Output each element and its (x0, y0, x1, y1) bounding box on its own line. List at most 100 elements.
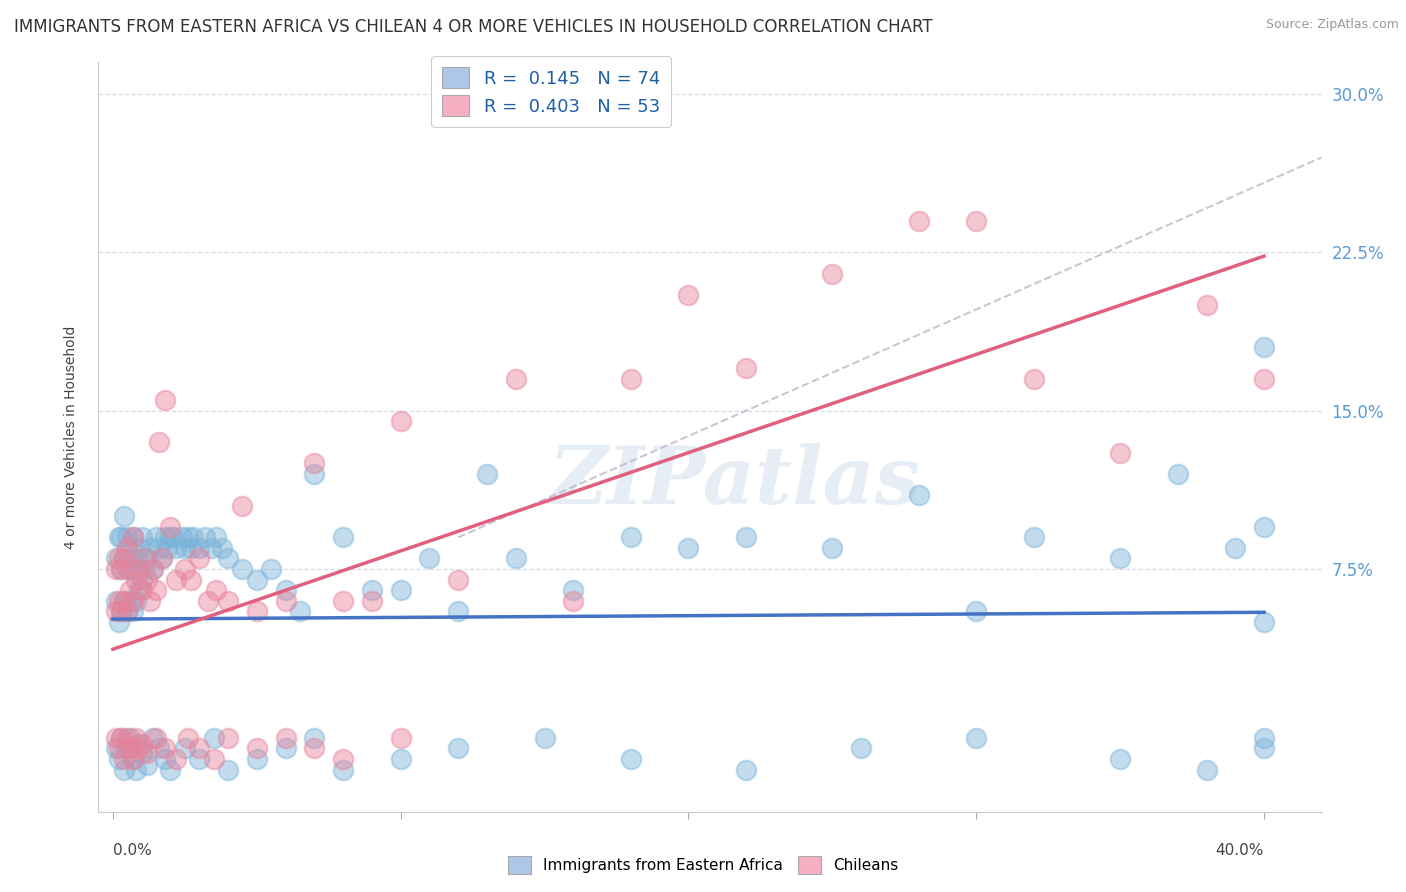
Point (128, 583, 150, 598)
Point (183, 530, 205, 544)
Point (148, 541, 170, 555)
Point (134, 562, 156, 576)
Point (194, 530, 217, 544)
Point (122, 752, 145, 766)
Point (246, 741, 269, 756)
Point (1253, 615, 1275, 629)
Point (1022, 372, 1045, 386)
Point (104, 562, 127, 576)
Point (231, 562, 253, 576)
Point (231, 499, 253, 513)
Point (145, 731, 167, 745)
Point (128, 737, 150, 751)
Point (136, 573, 159, 587)
Point (107, 551, 129, 566)
Point (389, 731, 412, 745)
Point (110, 530, 132, 544)
Point (389, 414, 412, 428)
Point (110, 731, 132, 745)
Point (142, 731, 165, 745)
Point (139, 593, 162, 607)
Point (1253, 731, 1275, 745)
Point (125, 593, 148, 607)
Point (165, 752, 187, 766)
Point (200, 541, 222, 555)
Point (115, 541, 138, 555)
Point (112, 551, 135, 566)
Point (678, 287, 700, 301)
Point (159, 530, 181, 544)
Point (150, 551, 173, 566)
Point (128, 741, 150, 756)
Point (112, 763, 135, 777)
Point (246, 752, 269, 766)
Point (188, 551, 211, 566)
Point (122, 593, 145, 607)
Point (110, 604, 132, 618)
Y-axis label: 4 or more Vehicles in Household: 4 or more Vehicles in Household (63, 326, 77, 549)
Point (122, 562, 145, 576)
Point (1109, 752, 1132, 766)
Point (1253, 340, 1275, 354)
Point (115, 741, 138, 756)
Point (136, 758, 159, 772)
Point (217, 593, 239, 607)
Point (122, 752, 145, 766)
Point (131, 737, 153, 751)
Point (104, 593, 127, 607)
Point (120, 562, 142, 576)
Point (173, 741, 195, 756)
Point (142, 562, 165, 576)
Text: ZIPatlas: ZIPatlas (548, 443, 921, 521)
Point (107, 741, 129, 756)
Point (447, 573, 470, 587)
Point (849, 741, 872, 756)
Point (562, 583, 585, 598)
Point (475, 467, 498, 481)
Legend: Immigrants from Eastern Africa, Chileans: Immigrants from Eastern Africa, Chileans (502, 850, 904, 880)
Point (128, 562, 150, 576)
Point (153, 393, 176, 408)
Point (173, 541, 195, 555)
Point (148, 741, 170, 756)
Point (120, 551, 142, 566)
Point (246, 604, 269, 618)
Point (120, 593, 142, 607)
Point (120, 741, 142, 756)
Point (120, 583, 142, 598)
Text: 40.0%: 40.0% (1216, 843, 1264, 858)
Point (304, 457, 326, 471)
Point (332, 593, 354, 607)
Point (107, 593, 129, 607)
Point (115, 530, 138, 544)
Point (128, 541, 150, 555)
Point (115, 562, 138, 576)
Point (304, 741, 326, 756)
Point (176, 530, 198, 544)
Point (170, 530, 193, 544)
Point (447, 741, 470, 756)
Point (202, 752, 225, 766)
Point (110, 604, 132, 618)
Point (122, 604, 145, 618)
Point (112, 752, 135, 766)
Point (153, 752, 176, 766)
Point (1195, 298, 1218, 312)
Point (173, 562, 195, 576)
Point (125, 551, 148, 566)
Point (274, 731, 297, 745)
Point (112, 509, 135, 524)
Point (145, 530, 167, 544)
Point (165, 573, 187, 587)
Point (125, 573, 148, 587)
Point (112, 593, 135, 607)
Point (1253, 741, 1275, 756)
Point (115, 731, 138, 745)
Point (136, 746, 159, 760)
Point (115, 604, 138, 618)
Point (1225, 541, 1247, 555)
Point (505, 551, 527, 566)
Point (505, 372, 527, 386)
Point (260, 562, 283, 576)
Point (188, 752, 211, 766)
